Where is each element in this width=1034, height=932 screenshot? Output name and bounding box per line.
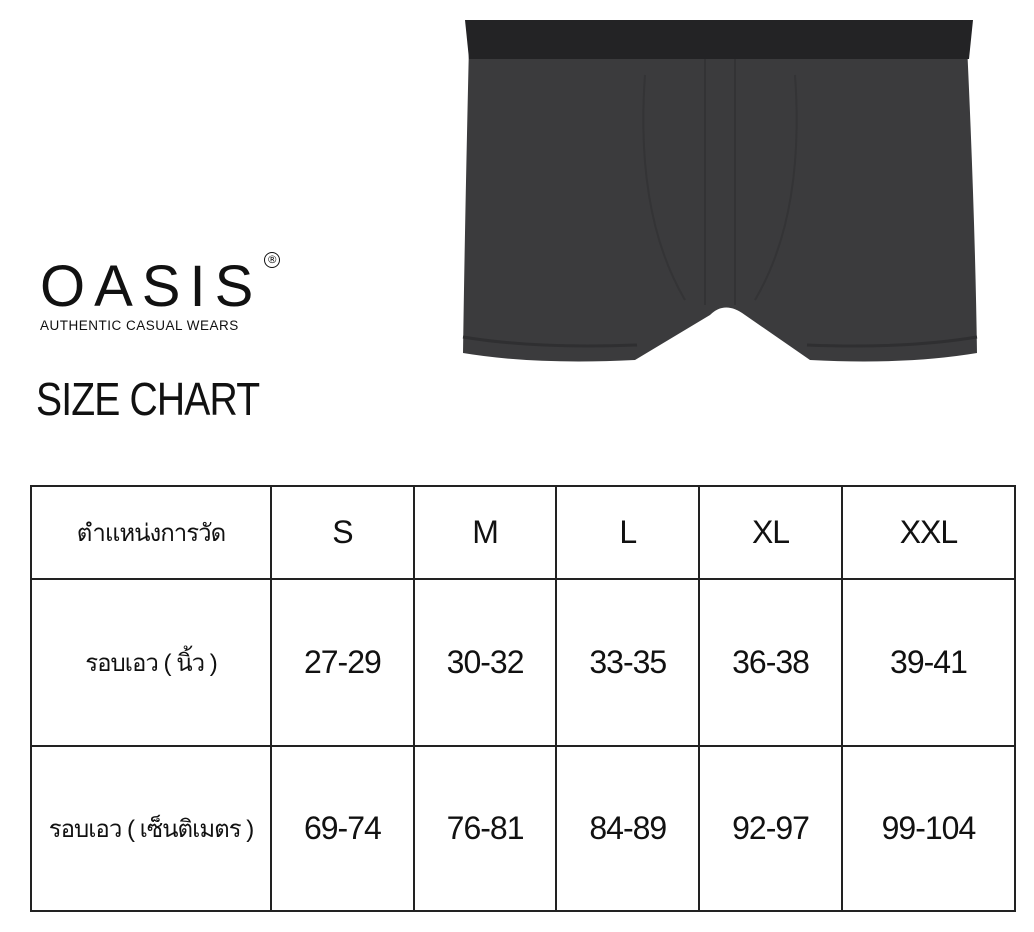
header-cell: S [270,485,415,580]
table-cell: 99-104 [840,745,1017,912]
table-row: รอบเอว ( นิ้ว ) 27-29 30-32 33-35 36-38 … [30,578,1017,747]
table-cell: 33-35 [555,578,701,747]
header-cell: XL [698,485,843,580]
row-label: รอบเอว ( นิ้ว ) [30,578,272,747]
table-cell: 30-32 [412,578,558,747]
brand-logo: OASIS ® AUTHENTIC CASUAL WEARS [40,252,281,333]
brand-tagline: AUTHENTIC CASUAL WEARS [40,318,239,333]
header-cell: ตำแหน่งการวัด [30,485,272,580]
table-cell: 27-29 [270,578,415,747]
table-header-row: ตำแหน่งการวัด S M L XL XXL [30,485,1017,580]
table-cell: 92-97 [698,745,843,912]
table-cell: 76-81 [412,745,558,912]
size-chart-table: ตำแหน่งการวัด S M L XL XXL รอบเอว ( นิ้ว… [30,485,1017,912]
header-cell: M [412,485,558,580]
table-cell: 69-74 [270,745,415,912]
brand-name: OASIS [40,254,263,319]
table-cell: 36-38 [698,578,843,747]
table-cell: 39-41 [840,578,1017,747]
registered-mark: ® [264,252,281,268]
page-title: SIZE CHART [36,373,260,425]
brand-logo-row: OASIS ® [40,252,281,319]
row-label: รอบเอว ( เซ็นติเมตร ) [30,745,272,912]
boxer-briefs-image [462,20,978,362]
table-cell: 84-89 [555,745,701,912]
header-cell: L [555,485,701,580]
table-row: รอบเอว ( เซ็นติเมตร ) 69-74 76-81 84-89 … [30,745,1017,912]
header-cell: XXL [840,485,1017,580]
